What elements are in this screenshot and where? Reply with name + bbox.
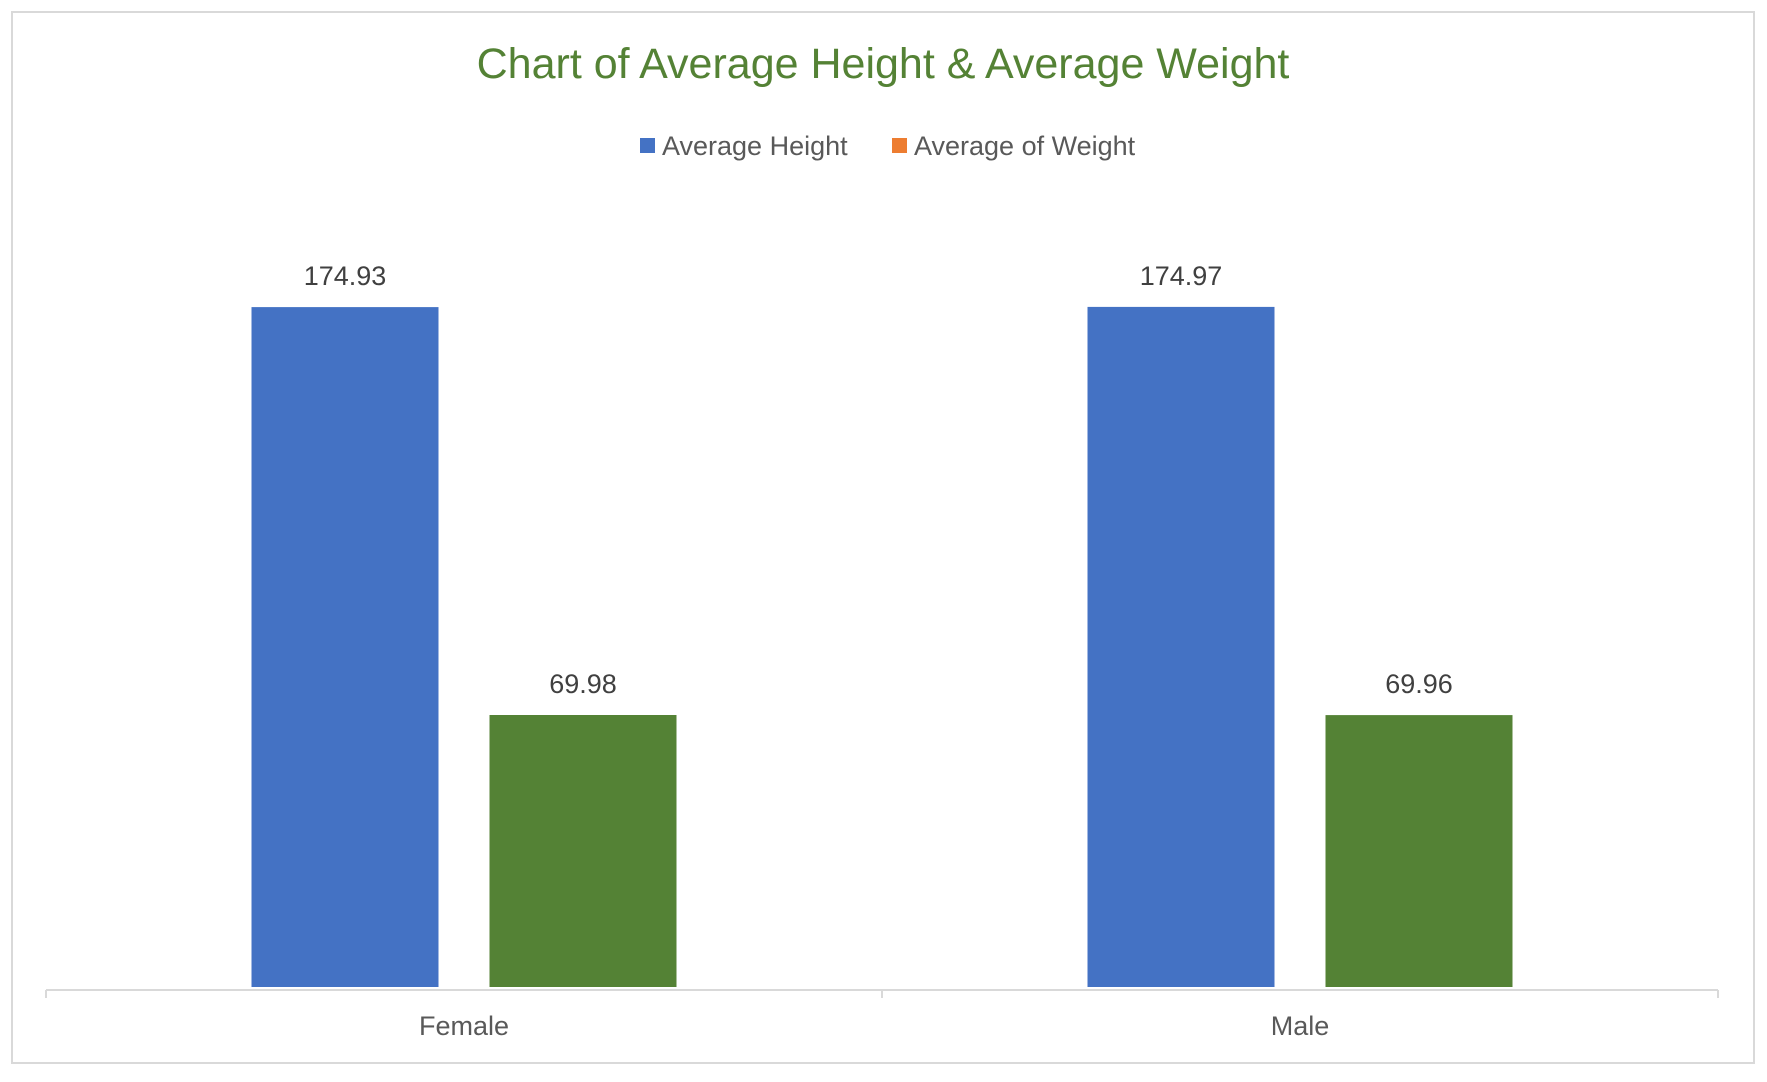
legend: Average Height Average of Weight [640,131,1136,161]
data-label-male-average-height: 174.97 [1140,261,1223,291]
legend-label-average-of-weight: Average of Weight [914,131,1136,161]
data-label-male-average-of-weight: 69.96 [1385,669,1453,699]
x-tick-labels: Female Male [419,1011,1329,1041]
legend-swatch-average-of-weight [892,138,907,153]
legend-label-average-height: Average Height [662,131,848,161]
bars-group [251,306,1513,988]
chart-title: Chart of Average Height & Average Weight [477,40,1290,88]
x-axis [45,989,1719,998]
data-label-female-average-height: 174.93 [304,261,387,291]
data-labels-group: 174.93 69.98 174.97 69.96 [304,261,1453,699]
bar-male-average-of-weight [1325,715,1513,987]
bar-female-average-of-weight [489,715,677,987]
data-label-female-average-of-weight: 69.98 [549,669,617,699]
x-tick-label-male: Male [1271,1011,1330,1041]
x-tick-label-female: Female [419,1011,509,1041]
bar-female-average-height [251,307,439,988]
bar-male-average-height [1087,306,1275,987]
legend-swatch-average-height [640,138,655,153]
